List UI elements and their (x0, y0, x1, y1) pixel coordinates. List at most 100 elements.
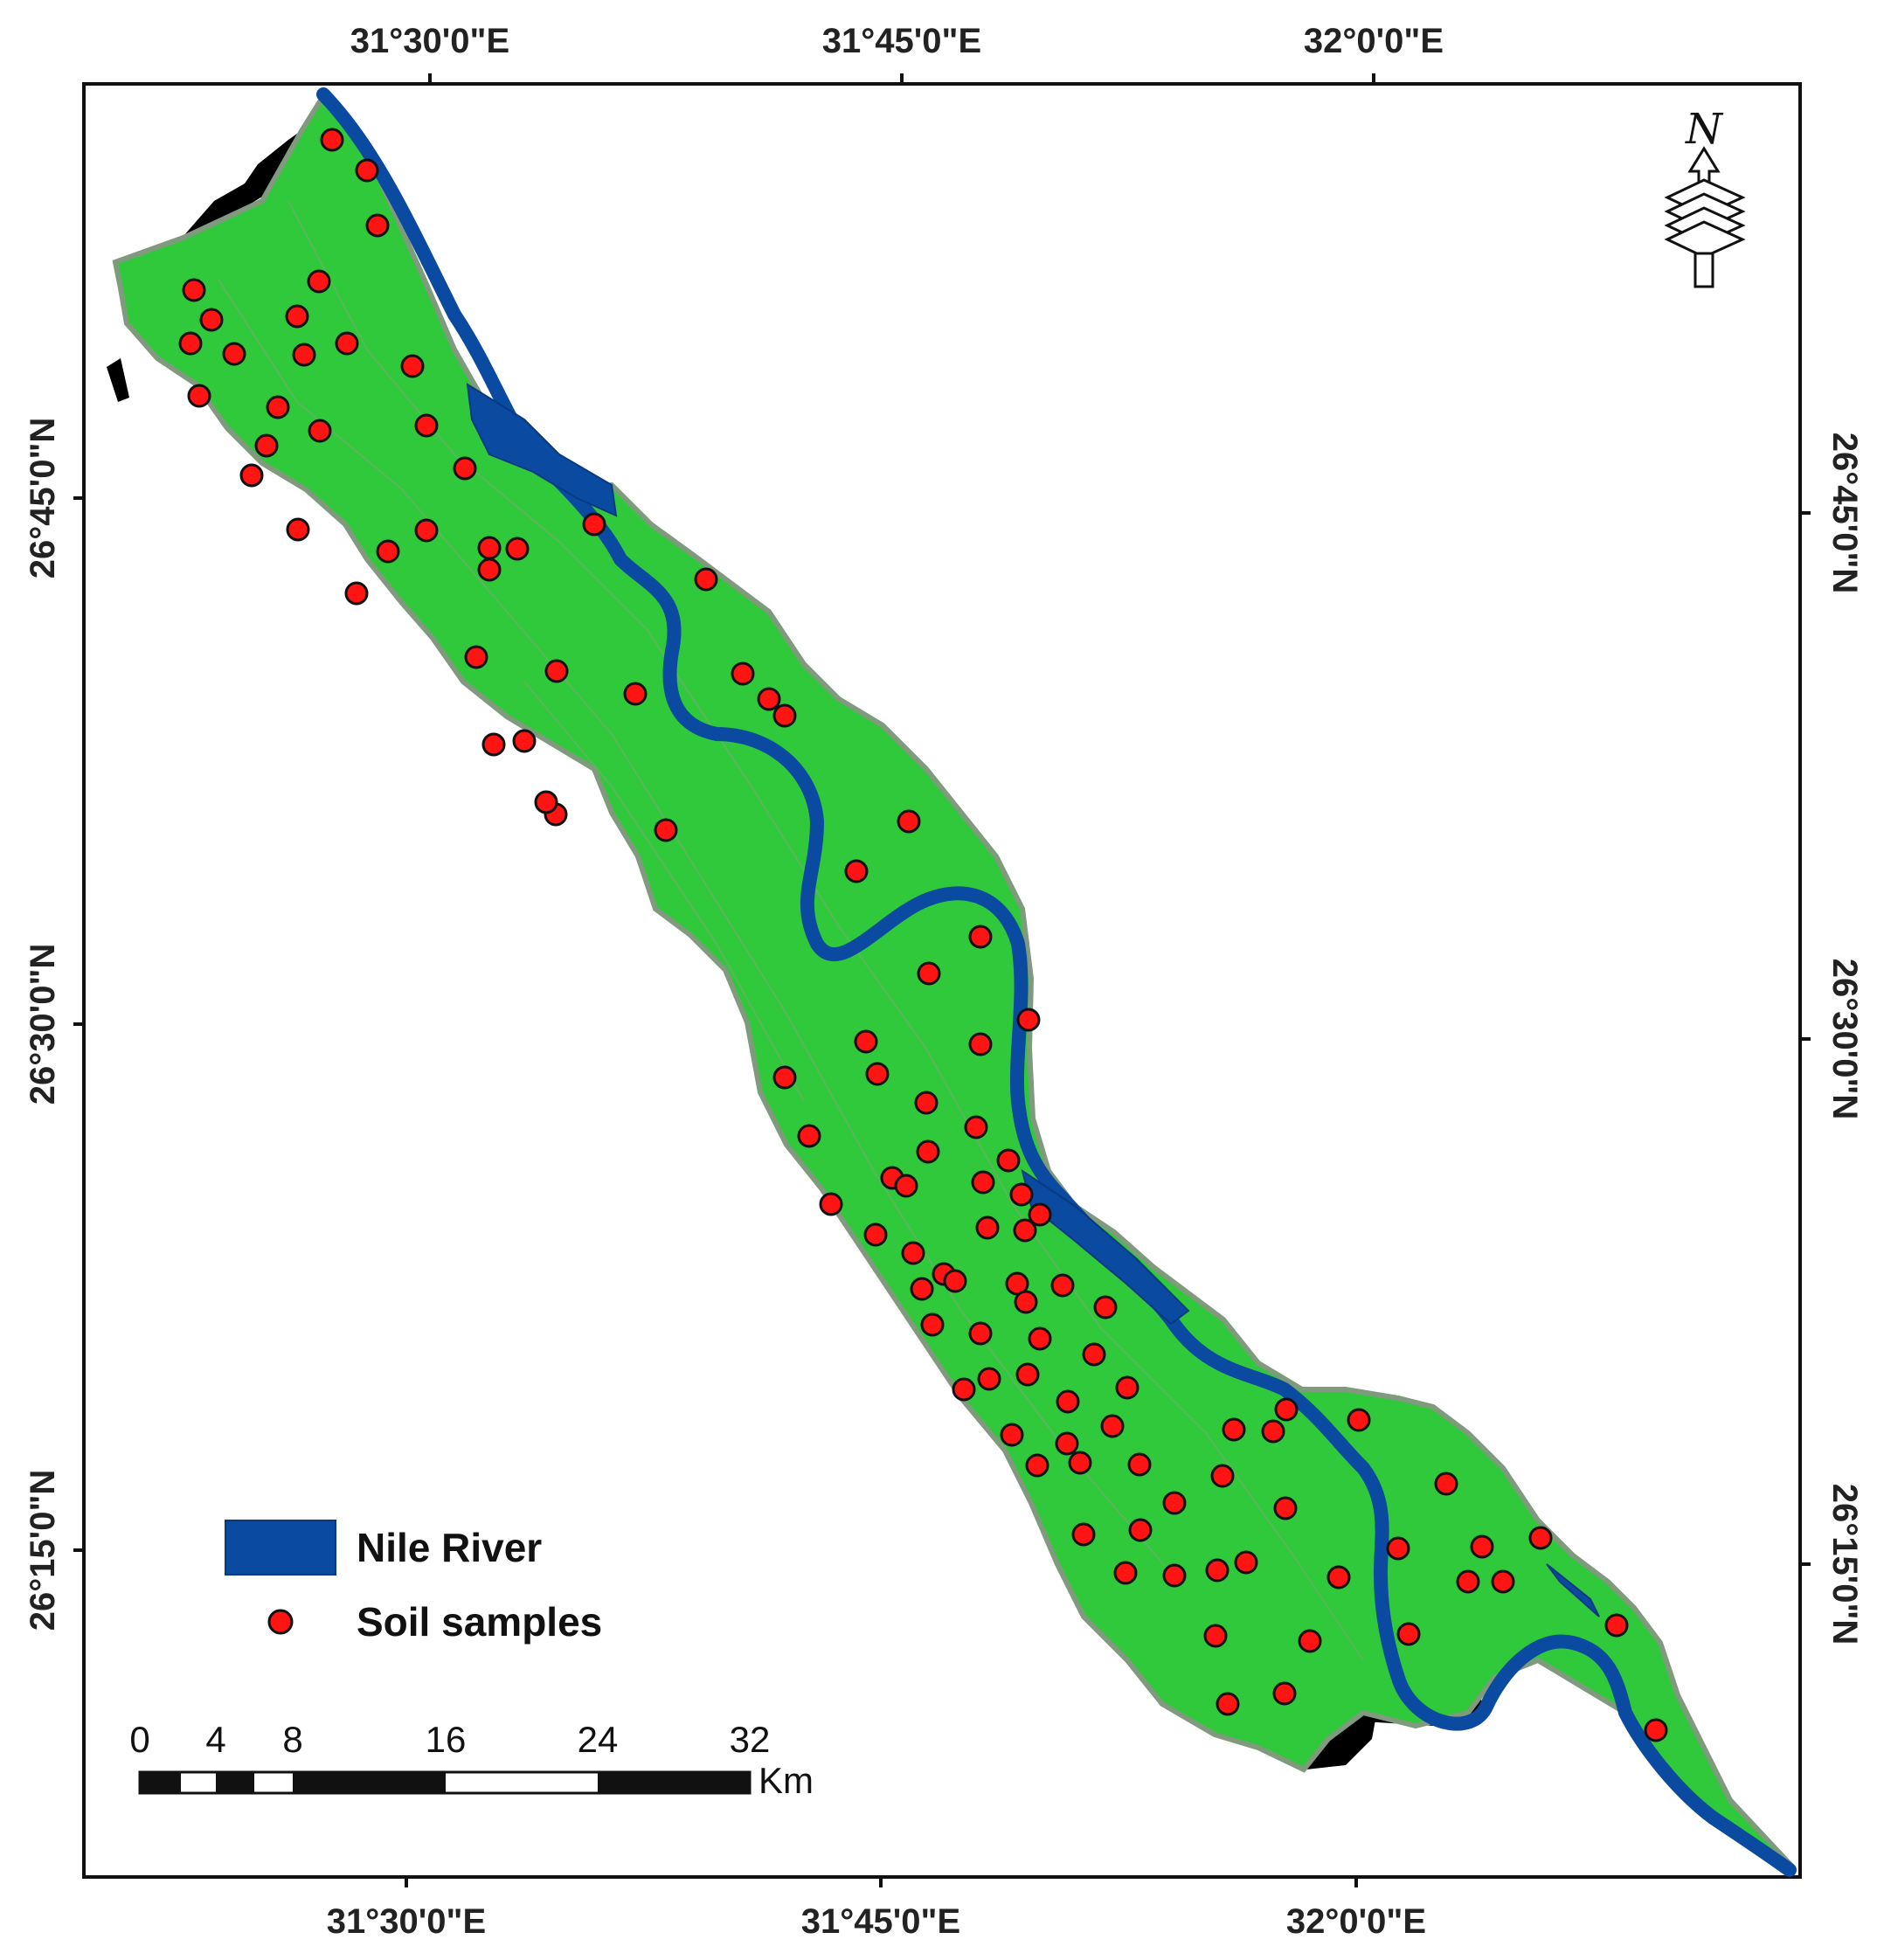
soil-sample-point (863, 1222, 888, 1247)
soil-sample-point (1055, 1431, 1079, 1456)
north-label: N (1685, 105, 1724, 154)
nile-river (316, 87, 1797, 1877)
soil-sample-point (534, 790, 558, 814)
soil-sample-point (285, 304, 309, 329)
soil-sample-point (239, 463, 264, 488)
soil-samples-layer (178, 128, 1668, 1742)
soil-sample-point (916, 1139, 940, 1164)
scale-bar: 0 4 8 16 24 32 Km (129, 1719, 814, 1801)
soil-sample-point (308, 419, 332, 443)
top-lon-label-2: 31°45'0"E (822, 22, 981, 60)
soil-sample-point (512, 729, 537, 753)
scale-tick-8: 8 (282, 1719, 302, 1760)
legend-river-swatch (225, 1520, 336, 1576)
soil-sample-point (1234, 1550, 1258, 1575)
soil-sample-point (854, 1029, 878, 1054)
soil-sample-point (1082, 1342, 1106, 1367)
soil-sample-point (914, 1091, 938, 1115)
right-lat-label-2: 26°30'0"N (1825, 959, 1864, 1120)
soil-sample-point (731, 661, 755, 686)
scale-tick-24: 24 (578, 1719, 619, 1760)
soil-sample-point (1025, 1453, 1049, 1478)
soil-sample-point (400, 354, 425, 378)
top-lon-label-1: 31°30'0"E (350, 22, 509, 60)
scale-unit: Km (758, 1760, 814, 1801)
soil-sample-point (1050, 1273, 1075, 1298)
soil-sample-point (477, 536, 502, 560)
soil-sample-point (968, 1032, 993, 1056)
soil-sample-point (1274, 1397, 1299, 1422)
soil-sample-point (307, 269, 331, 294)
soil-sample-point (977, 1367, 1001, 1391)
bottom-lon-label-3: 32°0'0"E (1286, 1902, 1426, 1941)
left-lat-label-2: 26°30'0"N (24, 944, 62, 1105)
soil-sample-point (481, 732, 506, 757)
soil-sample-point (1273, 1496, 1298, 1520)
soil-sample-point (694, 567, 718, 592)
soil-sample-point (1056, 1389, 1080, 1414)
soil-sample-point (1205, 1558, 1229, 1583)
soil-sample-point (222, 342, 246, 366)
soil-sample-point (414, 413, 439, 438)
soil-sample-point (865, 1062, 890, 1086)
legend: Nile River Soil samples (225, 1520, 602, 1645)
soil-sample-point (1014, 1290, 1038, 1314)
soil-sample-point (1604, 1613, 1629, 1638)
soil-sample-point (772, 703, 797, 728)
scale-tick-0: 0 (129, 1719, 149, 1760)
soil-sample-point (910, 1277, 934, 1301)
soil-sample-point (477, 558, 502, 582)
soil-sample-point (1528, 1526, 1553, 1550)
soil-sample-point (819, 1192, 843, 1216)
soil-sample-point (182, 278, 206, 302)
soil-sample-point (757, 687, 781, 711)
soil-sample-point (1222, 1417, 1246, 1442)
soil-sample-point (1386, 1536, 1410, 1561)
soil-sample-point (943, 1269, 967, 1293)
soil-sample-point (365, 213, 390, 238)
soil-sample-point (320, 128, 344, 152)
soil-sample-point (1272, 1681, 1297, 1706)
soil-sample-point (920, 1312, 945, 1337)
soil-sample-point (1396, 1622, 1421, 1646)
soil-sample-point (968, 1321, 993, 1346)
soil-sample-point (187, 384, 211, 408)
soil-sample-point (254, 433, 279, 458)
soil-sample-point (1298, 1629, 1322, 1653)
soil-sample-point (355, 158, 379, 183)
soil-sample-point (1015, 1362, 1040, 1387)
soil-sample-point (894, 1174, 918, 1198)
soil-sample-point (897, 809, 921, 834)
soil-sample-point (1491, 1569, 1515, 1594)
soil-sample-point (1009, 1182, 1034, 1207)
soil-sample-point (1093, 1295, 1118, 1319)
soil-sample-point (772, 1065, 797, 1090)
soil-sample-point (1028, 1326, 1052, 1351)
soil-sample-point (1210, 1464, 1235, 1488)
soil-sample-point (292, 343, 316, 367)
legend-sample-marker (267, 1609, 294, 1635)
soil-sample-point (975, 1215, 1000, 1240)
soil-sample-point (1644, 1718, 1668, 1742)
field-boundaries (218, 200, 1364, 1661)
soil-sample-point (1456, 1569, 1480, 1594)
right-lat-label-3: 26°15'0"N (1825, 1484, 1864, 1645)
soil-sample-point (971, 1170, 995, 1195)
soil-sample-point (1000, 1423, 1024, 1447)
soil-sample-point (1347, 1408, 1371, 1432)
scale-tick-16: 16 (426, 1719, 467, 1760)
top-lon-label-3: 32°0'0"E (1304, 22, 1444, 60)
soil-sample-point (654, 818, 678, 842)
soil-sample-point (1470, 1534, 1494, 1559)
soil-sample-point (901, 1241, 925, 1265)
left-lat-label-1: 26°45'0"N (24, 418, 62, 579)
soil-sample-point (1071, 1522, 1096, 1547)
soil-sample-point (844, 859, 869, 883)
soil-sample-point (952, 1377, 976, 1402)
soil-sample-point (1113, 1561, 1138, 1585)
soil-sample-point (1127, 1452, 1152, 1477)
soil-sample-point (1162, 1563, 1187, 1588)
soil-sample-point (1261, 1419, 1285, 1444)
soil-sample-point (968, 925, 993, 949)
